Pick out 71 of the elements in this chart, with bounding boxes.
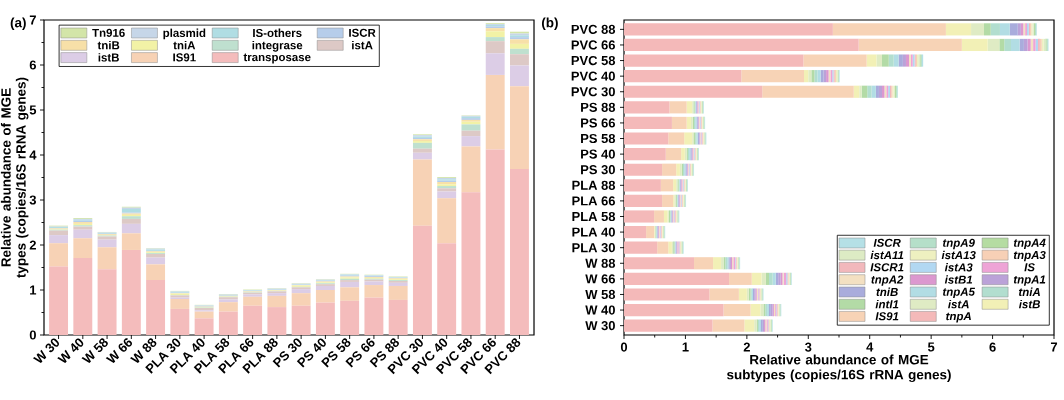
y-tick-label: 3 — [29, 195, 37, 205]
y-tick-label: 7 — [29, 15, 36, 25]
y-tick-label: PLA 30 — [572, 243, 615, 253]
legend-label: istA — [352, 40, 373, 50]
legend-label: ISCR — [873, 238, 901, 247]
legend-label: tnpA9 — [942, 238, 975, 250]
legend-label: integrase — [252, 40, 303, 52]
x-tick-label: 7 — [1050, 342, 1058, 352]
y-tick-label: PVC 30 — [571, 87, 615, 97]
y-tick-label: PLA 66 — [572, 196, 615, 206]
legend-label: tniA — [1018, 287, 1040, 296]
text: (a) — [10, 17, 26, 31]
y-tick-label: 5 — [29, 105, 37, 115]
y-tick-label: 1 — [30, 285, 37, 295]
legend-label: tnpA5 — [942, 287, 976, 299]
y-tick-label: W 40 — [585, 305, 615, 315]
legend-label: IS-others — [253, 28, 302, 38]
y-tick-label: 6 — [29, 60, 37, 70]
y-tick-label: PVC 40 — [571, 71, 615, 81]
legend-label: intI1 — [875, 299, 899, 309]
legend-label: tnpA1 — [1013, 275, 1046, 286]
legend-label: Tn916 — [92, 28, 125, 37]
legend-label: tniA — [173, 40, 196, 50]
y-tick-label: PS 30 — [581, 165, 615, 175]
text: (b) — [541, 17, 558, 31]
legend-label: IS91 — [875, 312, 899, 321]
legend-label: ISCR — [349, 28, 376, 37]
legend-label: tnpA — [946, 312, 971, 323]
x-tick-label: 6 — [989, 342, 996, 352]
y-tick-label: W 88 — [585, 258, 616, 268]
y-tick-label: 4 — [29, 150, 37, 160]
x-tick-label: 3 — [804, 342, 812, 352]
y-tick-label: PS 66 — [581, 118, 615, 128]
y-tick-label: PS 88 — [581, 102, 616, 112]
legend-label: plasmid — [163, 28, 206, 40]
y-tick-label: W 30 — [585, 321, 615, 331]
y-tick-label: PS 58 — [581, 133, 616, 144]
legend-label: istB1 — [944, 275, 973, 284]
legend-label: istA11 — [870, 250, 904, 260]
legend-label: tnpA3 — [1013, 250, 1046, 262]
legend-label: tnpA4 — [1013, 238, 1046, 250]
legend-label: istA13 — [941, 250, 976, 260]
y-tick-label: PS 40 — [581, 149, 615, 159]
y-tick-label: W 58 — [585, 289, 616, 300]
legend-label: istA — [948, 299, 969, 309]
legend-label: IS91 — [173, 53, 196, 62]
x-tick-label: 0 — [620, 342, 628, 352]
legend-label: tnpA2 — [871, 275, 904, 286]
legend-label: istA3 — [944, 263, 973, 272]
y-tick-label: 0 — [29, 330, 36, 340]
x-axis-title: Relative abundance of MGE subtypes (copies/16S rRNA genes) — [726, 354, 951, 383]
y-tick-label: PLA 88 — [572, 180, 616, 190]
legend-label: istB — [98, 53, 119, 62]
y-axis-title: Relative abundance of MGE types (copies/16S rRNA genes) — [0, 77, 29, 278]
y-tick-label: PVC 88 — [571, 24, 616, 34]
y-tick-label: PLA 58 — [572, 211, 616, 222]
y-tick-label: 2 — [29, 240, 36, 250]
legend-label: istB — [1018, 299, 1040, 309]
legend-label: tniB — [97, 40, 120, 50]
x-tick-label: 2 — [743, 342, 750, 352]
y-tick-label: W 66 — [585, 274, 616, 284]
legend-label: tniB — [876, 287, 898, 296]
x-tick-label: 5 — [927, 342, 935, 352]
y-tick-label: PVC 58 — [571, 55, 616, 66]
x-tick-label: 4 — [866, 342, 874, 352]
x-tick-label: 1 — [682, 342, 689, 352]
legend-label: ISCR1 — [870, 263, 904, 272]
y-tick-label: PLA 40 — [572, 227, 615, 237]
legend-label: IS — [1024, 263, 1035, 272]
legend-label: transposase — [243, 53, 311, 64]
y-tick-label: PVC 66 — [571, 40, 615, 50]
